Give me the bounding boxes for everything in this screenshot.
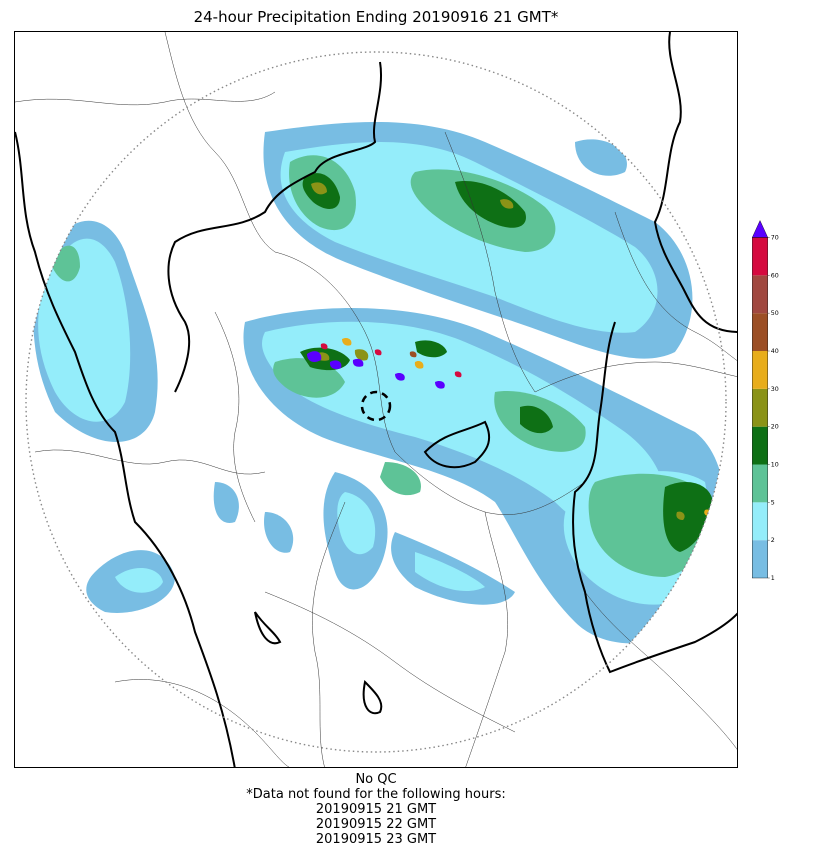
colorbar-tick-label: 40 [771,348,779,355]
footer-line: No QC [355,772,397,787]
radar-map-canvas [15,32,737,767]
colorbar: 1 2 5 10 20 30 40 50 60 70 [752,220,779,582]
footer-line: *Data not found for the following hours: [246,787,506,802]
colorbar-segment [752,275,768,314]
precipitation-field [33,122,726,644]
colorbar-segment [752,540,768,578]
radar-site-marker [360,390,392,422]
colorbar-extend-arrow [752,220,769,238]
colorbar-tick-label: 50 [771,310,779,317]
colorbar-segment [752,351,768,389]
colorbar-tick-label: 5 [771,499,775,506]
colorbar-tick-label: 60 [771,272,779,279]
colorbar-outline [752,237,768,579]
colorbar-tick-label: 70 [771,234,779,241]
footer-line: 20190915 23 GMT [315,832,437,847]
colorbar-tick-label: 2 [771,537,775,544]
colorbar-segment [752,464,768,503]
colorbar-segment [752,502,768,541]
footer-line: 20190915 21 GMT [315,802,437,817]
colorbar-segment [752,313,768,352]
footer-notes: No QC *Data not found for the following … [0,772,752,847]
footer-line: 20190915 22 GMT [315,817,437,832]
precip-extreme [307,343,462,389]
colorbar-segment [752,426,768,465]
colorbar-segment [752,237,768,276]
precip-20-30 [311,182,685,520]
colorbar-tick-label: 30 [771,386,779,393]
radar-map [14,31,738,768]
colorbar-segment [752,388,768,427]
radar-range-ring [25,51,727,753]
district-borders [15,32,737,767]
colorbar-tick-label: 10 [771,461,779,468]
state-borders [15,32,737,767]
colorbar-tick-label: 20 [771,424,779,431]
chart-title: 24-hour Precipitation Ending 20190916 21… [193,8,559,26]
colorbar-tick-label: 1 [771,575,775,582]
